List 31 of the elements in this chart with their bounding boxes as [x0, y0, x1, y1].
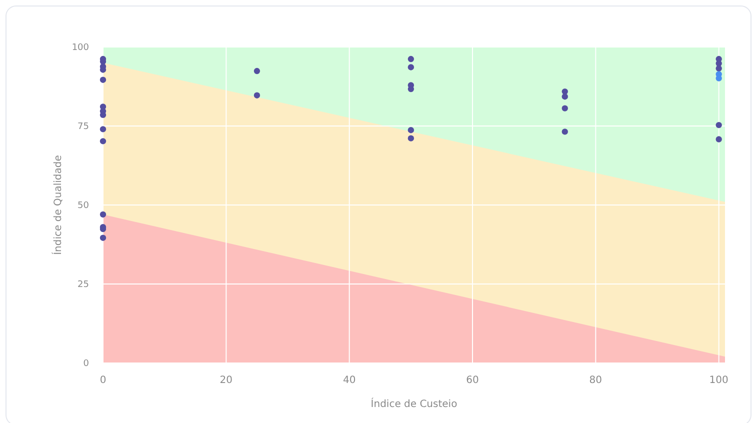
- x-tick-label: 40: [342, 375, 356, 386]
- point: [408, 56, 414, 62]
- point: [254, 92, 260, 98]
- point: [716, 65, 722, 72]
- y-tick-label: 0: [83, 359, 90, 369]
- point: [716, 136, 722, 142]
- x-tick-label: 80: [589, 375, 602, 386]
- point: [716, 122, 722, 128]
- point: [562, 128, 568, 135]
- y-tick-label: 50: [78, 201, 90, 211]
- point: [100, 76, 106, 83]
- x-tick-label: 20: [220, 375, 233, 386]
- point: [408, 135, 414, 142]
- y-axis-title: Índice de Qualidade: [51, 155, 64, 255]
- y-tick-label: 100: [72, 43, 90, 53]
- point: [562, 94, 568, 100]
- point: [408, 127, 414, 134]
- x-tick-label: 100: [709, 375, 728, 386]
- point: [562, 105, 568, 112]
- point: [100, 126, 106, 132]
- point: [100, 234, 106, 241]
- point: [716, 60, 722, 67]
- point: [254, 68, 260, 74]
- x-axis-title: Índice de Custeio: [370, 397, 458, 410]
- x-tick-label: 0: [100, 375, 106, 386]
- point: [408, 64, 414, 70]
- x-tick-label: 60: [466, 375, 479, 386]
- y-tick-label: 75: [78, 122, 89, 132]
- point: [100, 211, 106, 218]
- y-tick-label: 25: [78, 280, 89, 290]
- point: [100, 138, 106, 144]
